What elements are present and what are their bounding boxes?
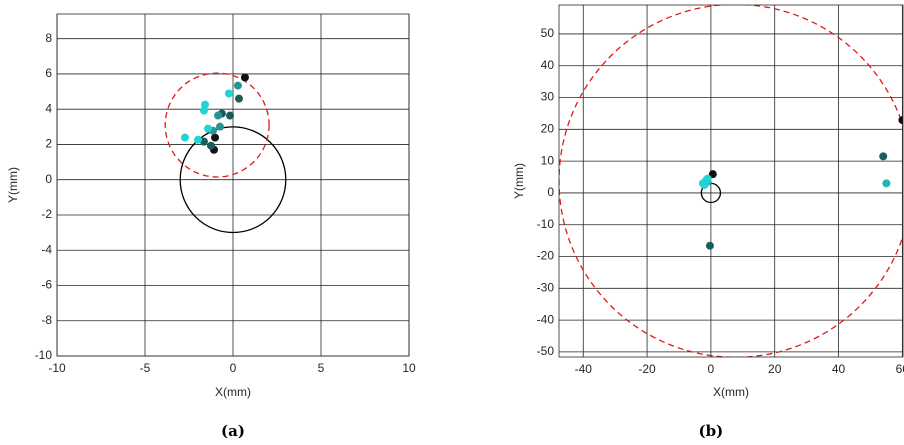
plot-area: [559, 5, 903, 357]
plot-content: [559, 5, 903, 357]
point: [240, 73, 249, 82]
reference-circle: [179, 126, 287, 234]
plot-content: [164, 72, 287, 234]
axes-frame: [56, 13, 410, 357]
y-tick-label: -40: [537, 312, 555, 326]
axes-frame: [558, 4, 904, 358]
y-tick-label: 40: [541, 58, 555, 72]
y-axis-label: Y(mm): [512, 163, 526, 199]
y-tick-label: 4: [45, 101, 52, 115]
point: [193, 135, 202, 144]
y-tick-label: -10: [35, 348, 53, 362]
x-axis-label: X(mm): [713, 385, 749, 399]
y-tick-label: 6: [45, 66, 52, 80]
y-tick-label: -10: [537, 217, 555, 231]
point: [180, 133, 189, 142]
x-tick-label: 10: [402, 361, 416, 375]
y-tick-label: -8: [41, 313, 52, 327]
x-tick-label: 40: [832, 362, 846, 376]
caption: (a): [221, 422, 245, 440]
point: [214, 111, 223, 120]
point: [211, 133, 220, 142]
x-axis-label: X(mm): [215, 385, 251, 399]
point: [234, 94, 243, 103]
y-tick-label: -2: [41, 207, 52, 221]
y-tick-label: -30: [537, 280, 555, 294]
x-tick-label: -10: [48, 361, 66, 375]
y-tick-label: 0: [547, 185, 554, 199]
y-tick-label: 0: [45, 172, 52, 186]
point: [705, 241, 714, 250]
point: [204, 124, 213, 133]
point: [882, 179, 891, 188]
x-tick-label: 0: [230, 361, 237, 375]
point: [207, 141, 215, 150]
caption: (b): [699, 422, 724, 440]
x-tick-label: 60: [896, 362, 904, 376]
y-tick-label: -20: [537, 249, 555, 263]
y-tick-label: -4: [41, 242, 52, 256]
y-tick-label: 10: [541, 153, 555, 167]
point: [226, 111, 235, 120]
point: [201, 100, 210, 109]
point: [224, 89, 233, 98]
y-tick-label: 2: [45, 137, 52, 151]
point: [703, 174, 712, 183]
x-tick-label: -20: [638, 362, 656, 376]
y-axis-label: Y(mm): [6, 167, 20, 203]
x-tick-label: 0: [708, 362, 715, 376]
y-tick-label: -6: [41, 278, 52, 292]
y-tick-label: 20: [541, 122, 555, 136]
y-tick-label: 8: [45, 31, 52, 45]
subplot: -10 -5 0 5 10 -10 -8 -6 -4 -2 0 2 4 6 8 X(mm) Y(mm) (a): [6, 13, 416, 440]
subplot: -40 -20 0 20 40 60 -50 -40 -30 -20 -10 0 10 20 30 40 50 X…: [512, 4, 904, 440]
point: [199, 106, 208, 115]
x-tick-label: 20: [768, 362, 782, 376]
y-tick-label: -50: [537, 344, 555, 358]
y-tick-label: 50: [541, 26, 555, 40]
point: [233, 81, 242, 90]
point: [898, 116, 903, 125]
point: [215, 122, 224, 131]
x-tick-label: 5: [318, 361, 325, 375]
x-tick-label: -40: [575, 362, 593, 376]
x-tick-label: -5: [140, 361, 151, 375]
reference-circle: [164, 72, 270, 178]
point: [879, 152, 888, 161]
y-tick-label: 30: [541, 90, 555, 104]
